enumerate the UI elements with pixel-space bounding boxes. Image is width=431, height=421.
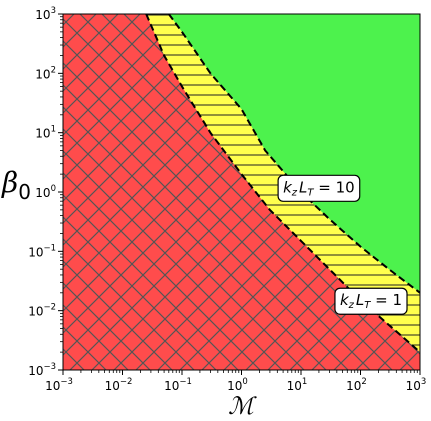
x-tick-label: 101 [287,377,308,393]
boundary-curve-kzlt-1 [145,14,420,353]
annotation-box-bg [277,174,361,202]
annotations: kz LT = 10 kz LT = 1 [277,174,408,315]
y-tick-label: 10−3 [28,362,56,378]
boundary-curve-kzlt-10 [167,14,420,294]
annotation-label: kz LT = 1 [340,291,402,311]
x-tick-label: 100 [227,377,248,393]
x-tick-label: 103 [406,377,427,393]
y-tick-label: 10−2 [28,303,56,319]
x-tick-label: 10−3 [45,377,73,393]
x-axis-title: ℳ [228,392,257,420]
x-tick-label: 10−2 [105,377,133,393]
annotation-box-bg [334,287,408,315]
y-axis-title-sub: 0 [18,180,31,204]
annotation-box: kz LT = 10 [277,174,361,202]
plot-area [63,14,420,370]
y-tick-label: 101 [35,125,56,141]
y-tick-label: 100 [35,184,56,200]
annotation-label: kz LT = 10 [283,178,355,198]
lower-region-hatch [63,14,420,370]
x-tick-label: 10−1 [164,377,192,393]
y-tick-label: 102 [35,65,56,81]
axes: 10−3 10−2 10−1 100 101 102 103 10−3 10−2 10−1 100 1… [28,6,426,393]
y-axis-title: β0 [1,166,31,204]
y-tick-label: 10−1 [28,243,56,259]
x-tick-label: 102 [346,377,367,393]
y-axis-title-base: β [1,166,18,199]
y-tick-label: 103 [35,6,56,22]
annotation-box: kz LT = 1 [334,287,408,315]
